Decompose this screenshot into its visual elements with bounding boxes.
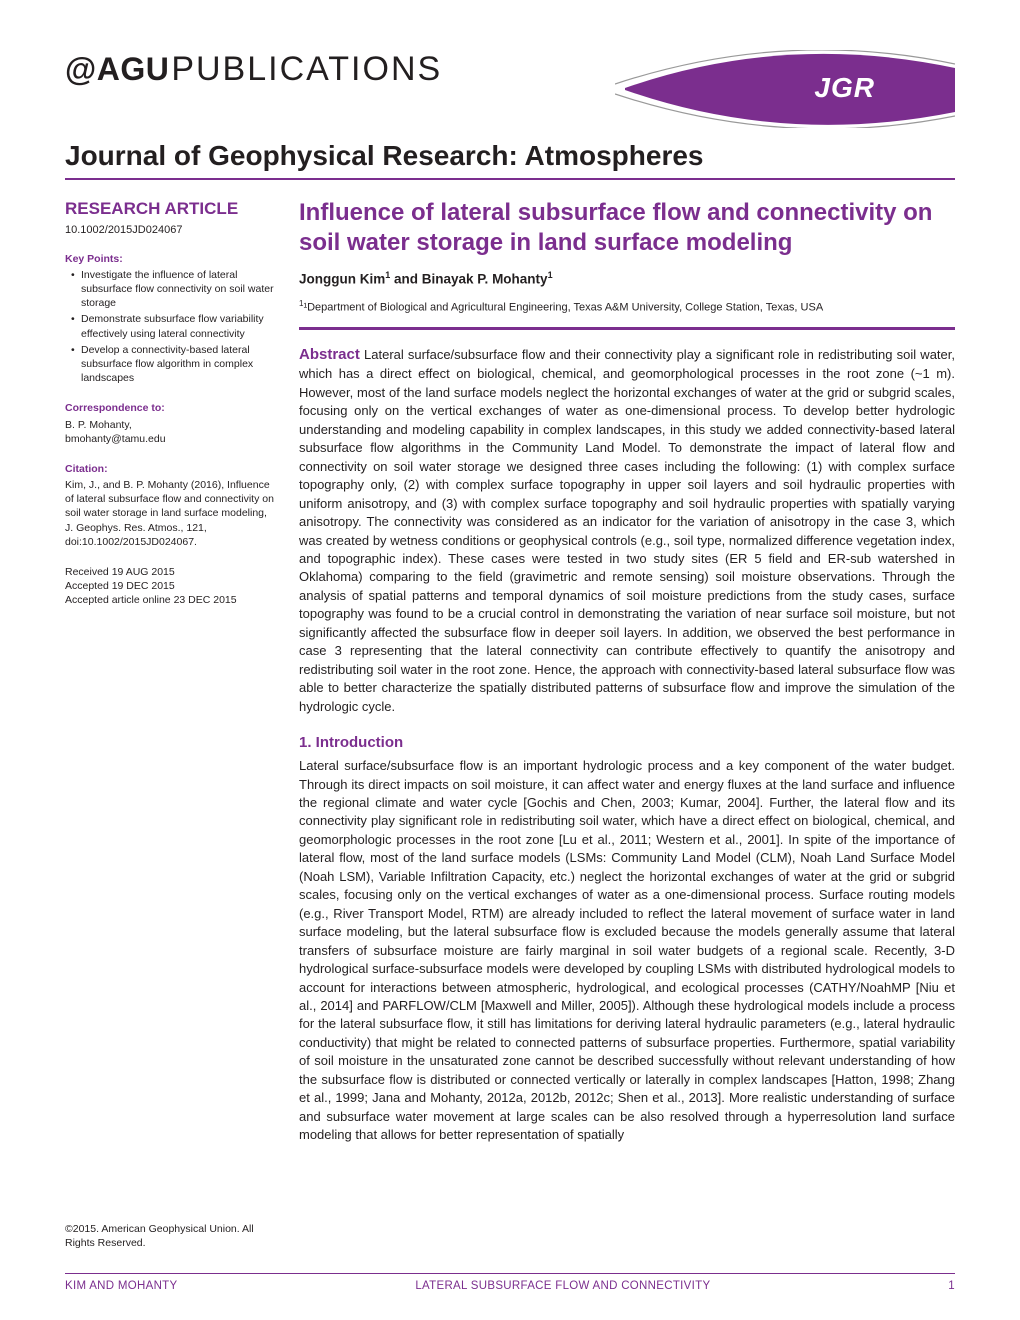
date-received: Received 19 AUG 2015 <box>65 565 277 579</box>
footer: KIM AND MOHANTY LATERAL SUBSURFACE FLOW … <box>65 1273 955 1292</box>
affiliation-text: ¹Department of Biological and Agricultur… <box>303 301 823 313</box>
affiliation: 1¹Department of Biological and Agricultu… <box>299 299 955 314</box>
journal-badge: JGR <box>615 50 955 128</box>
keypoints-block: Key Points: Investigate the influence of… <box>65 252 277 386</box>
abstract-label: Abstract <box>299 346 360 363</box>
keypoints-head: Key Points: <box>65 252 277 266</box>
citation-block: Citation: Kim, J., and B. P. Mohanty (20… <box>65 462 277 549</box>
abstract-text: Lateral surface/subsurface flow and thei… <box>299 347 955 713</box>
correspondence-block: Correspondence to: B. P. Mohanty, bmohan… <box>65 401 277 446</box>
list-item: Investigate the influence of lateral sub… <box>75 268 277 311</box>
correspondence-email: bmohanty@tamu.edu <box>65 432 277 446</box>
sidebar: RESEARCH ARTICLE 10.1002/2015JD024067 Ke… <box>65 198 277 1145</box>
header: @AGU PUBLICATIONS JGR <box>65 50 955 128</box>
correspondence-head: Correspondence to: <box>65 401 277 415</box>
affiliation-rule <box>299 327 955 330</box>
authors: Jonggun Kim1 and Binayak P. Mohanty1 <box>299 270 955 287</box>
article-title: Influence of lateral subsurface flow and… <box>299 198 955 258</box>
content-columns: RESEARCH ARTICLE 10.1002/2015JD024067 Ke… <box>65 198 955 1145</box>
page: @AGU PUBLICATIONS JGR Journal of Geophys… <box>0 0 1020 1320</box>
section-head-intro: 1. Introduction <box>299 734 955 751</box>
publisher-logo: @AGU PUBLICATIONS <box>65 50 442 89</box>
intro-text: Lateral surface/subsurface flow is an im… <box>299 757 955 1145</box>
date-online: Accepted article online 23 DEC 2015 <box>65 593 277 607</box>
footer-left: KIM AND MOHANTY <box>65 1280 177 1292</box>
dates-block: Received 19 AUG 2015 Accepted 19 DEC 201… <box>65 565 277 608</box>
badge-swoosh-icon <box>615 50 955 128</box>
keypoints-list: Investigate the influence of lateral sub… <box>65 268 277 385</box>
citation-head: Citation: <box>65 462 277 476</box>
publisher-mark: @AGU <box>65 51 169 88</box>
footer-center: LATERAL SUBSURFACE FLOW AND CONNECTIVITY <box>415 1280 710 1292</box>
journal-title: Journal of Geophysical Research: Atmosph… <box>65 140 955 172</box>
footer-right: 1 <box>948 1280 955 1292</box>
title-rule <box>65 178 955 180</box>
date-accepted: Accepted 19 DEC 2015 <box>65 579 277 593</box>
list-item: Develop a connectivity-based lateral sub… <box>75 343 277 386</box>
badge-text: JGR <box>814 72 875 104</box>
publisher-word: PUBLICATIONS <box>171 50 442 89</box>
copyright: ©2015. American Geophysical Union. All R… <box>65 1222 277 1250</box>
main-column: Influence of lateral subsurface flow and… <box>299 198 955 1145</box>
abstract: Abstract Lateral surface/subsurface flow… <box>299 344 955 716</box>
correspondence-name: B. P. Mohanty, <box>65 418 277 432</box>
citation-text: Kim, J., and B. P. Mohanty (2016), Influ… <box>65 478 277 549</box>
list-item: Demonstrate subsurface flow variability … <box>75 312 277 340</box>
article-type-label: RESEARCH ARTICLE <box>65 198 277 221</box>
doi: 10.1002/2015JD024067 <box>65 223 277 238</box>
